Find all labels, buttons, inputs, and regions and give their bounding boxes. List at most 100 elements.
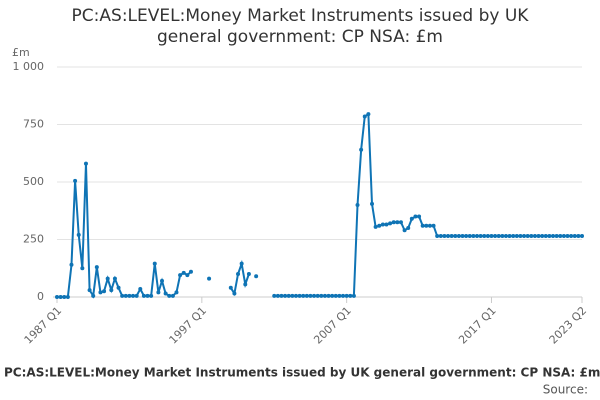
- point: [152, 261, 157, 266]
- point: [297, 293, 302, 298]
- point: [348, 293, 353, 298]
- point: [312, 293, 317, 298]
- point: [279, 293, 284, 298]
- point: [65, 295, 70, 299]
- point: [315, 293, 320, 298]
- point: [188, 269, 193, 274]
- point: [456, 234, 461, 239]
- point: [246, 272, 251, 276]
- point: [420, 223, 425, 228]
- point: [355, 203, 360, 207]
- point: [326, 293, 331, 298]
- point: [344, 293, 349, 298]
- line: [57, 112, 582, 299]
- point: [547, 234, 552, 239]
- y-tick-label: 1 000: [13, 60, 45, 73]
- point: [561, 234, 566, 239]
- point: [529, 234, 534, 239]
- point: [507, 234, 512, 239]
- point: [76, 232, 81, 237]
- point: [471, 234, 476, 239]
- point: [58, 295, 63, 299]
- point: [482, 234, 487, 239]
- point: [178, 273, 183, 278]
- point: [554, 234, 559, 239]
- point: [123, 293, 128, 298]
- point: [293, 293, 298, 298]
- point: [485, 234, 490, 239]
- point: [80, 266, 85, 271]
- point: [413, 214, 418, 219]
- point: [228, 285, 233, 290]
- point: [525, 234, 530, 239]
- point: [160, 278, 164, 283]
- point: [409, 216, 414, 221]
- point: [102, 289, 107, 294]
- point: [174, 290, 179, 295]
- point: [373, 224, 378, 229]
- point: [283, 293, 288, 298]
- point: [565, 234, 570, 239]
- point: [105, 276, 110, 281]
- point: [301, 293, 306, 298]
- point: [145, 293, 150, 298]
- x-tick-label: 2023 Q2: [547, 304, 590, 347]
- point: [464, 234, 469, 239]
- point: [500, 234, 505, 239]
- point: [243, 282, 248, 287]
- point: [185, 273, 190, 278]
- point: [170, 293, 175, 298]
- point: [395, 220, 400, 225]
- source: Source:: [543, 383, 588, 397]
- point: [427, 223, 432, 228]
- point: [377, 223, 382, 228]
- point: [83, 161, 88, 166]
- point: [236, 272, 241, 276]
- point: [572, 234, 577, 239]
- point: [330, 293, 335, 298]
- point: [116, 285, 121, 290]
- point: [442, 234, 447, 239]
- point: [522, 234, 527, 239]
- y-axis-label: £m: [12, 46, 30, 59]
- point: [333, 293, 338, 298]
- point: [496, 234, 501, 239]
- point: [551, 234, 556, 239]
- point: [109, 288, 114, 293]
- point: [453, 234, 458, 239]
- point: [272, 293, 277, 298]
- point: [435, 234, 440, 239]
- point: [341, 293, 346, 298]
- point: [73, 178, 78, 183]
- point: [576, 234, 581, 239]
- point: [134, 293, 139, 298]
- point: [543, 234, 548, 239]
- point: [384, 222, 389, 227]
- point: [275, 293, 280, 298]
- x-tick-label: 1987 Q1: [22, 304, 65, 347]
- point: [359, 147, 364, 152]
- y-tick-label: 0: [37, 290, 44, 303]
- point: [87, 288, 92, 293]
- point: [540, 234, 545, 239]
- x-tick-label: 2007 Q1: [311, 304, 354, 347]
- point: [449, 234, 454, 239]
- point: [514, 234, 519, 239]
- point: [351, 293, 356, 298]
- point: [167, 293, 172, 298]
- y-tick-label: 500: [23, 175, 44, 188]
- point: [370, 201, 374, 206]
- point: [62, 295, 67, 299]
- point: [127, 293, 132, 298]
- point: [55, 295, 59, 299]
- point: [232, 291, 237, 296]
- point: [239, 261, 244, 266]
- point: [112, 276, 117, 281]
- x-tick-label: 1997 Q1: [167, 304, 210, 347]
- point: [91, 293, 96, 298]
- point: [319, 293, 324, 298]
- point: [569, 234, 574, 239]
- point: [391, 220, 396, 225]
